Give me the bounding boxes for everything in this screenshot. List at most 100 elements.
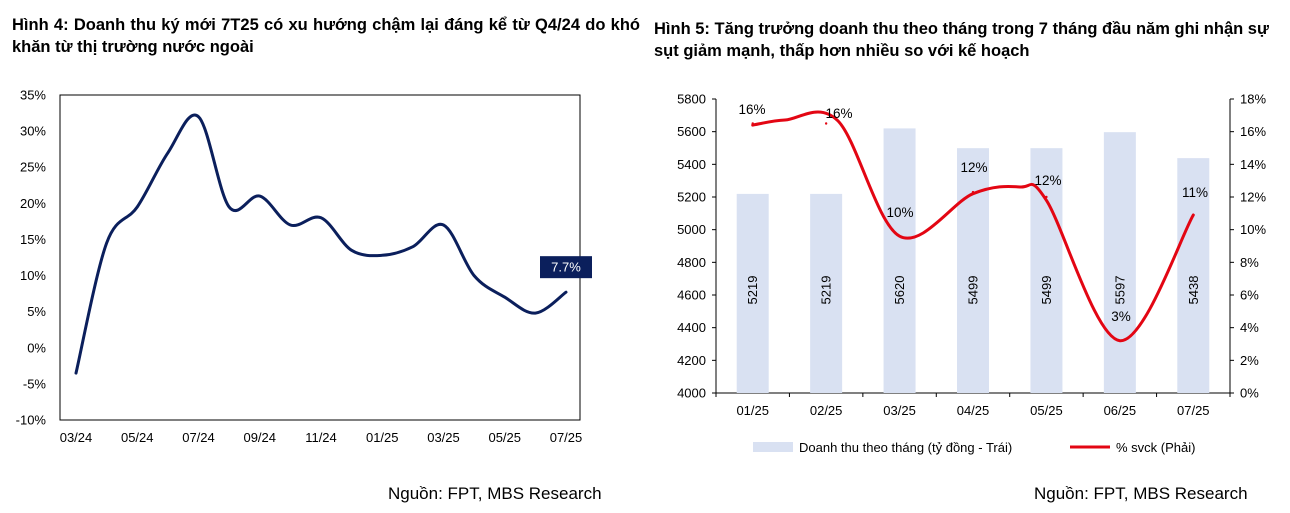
y-tick-label: 35% <box>20 88 46 103</box>
figure-5-source: Nguồn: FPT, MBS Research <box>1034 484 1248 503</box>
figure-4-title-text: Doanh thu ký mới 7T25 có xu hướng chậm l… <box>12 16 640 56</box>
end-value-box <box>540 256 592 279</box>
data-point-06-24 <box>166 151 170 154</box>
signings-growth-line-chart: -10% -5% 0% 5% 10% 15% 20% 25% 30% 35% 03/24 05/24 0… <box>16 88 592 445</box>
right-y-tick-label: 6% <box>1240 288 1259 303</box>
yoy-point-03-25 <box>898 235 901 238</box>
revenue-bar-06-25 <box>1103 132 1136 393</box>
y-tick-label: 30% <box>20 124 46 139</box>
y-tick-label: 20% <box>20 196 46 211</box>
x-tick-label: 01/25 <box>366 430 399 445</box>
revenue-bar-label-04-25: 5499 <box>966 276 981 305</box>
data-point-06-25 <box>534 311 537 315</box>
x-tick-label: 04/25 <box>957 403 990 418</box>
figure-5-title: Hình 5: Tăng trưởng doanh thu theo tháng… <box>654 18 1284 62</box>
revenue-bar-01-25 <box>736 193 769 393</box>
x-tick-label: 05/25 <box>1030 403 1063 418</box>
data-point-09-24 <box>258 194 261 198</box>
yoy-growth-line <box>751 110 1195 343</box>
left-y-tick-label: 5400 <box>677 157 706 172</box>
y-tick-label: 15% <box>20 232 46 247</box>
revenue-bar-label-06-25: 5597 <box>1112 276 1127 305</box>
yoy-point-02-25 <box>824 122 828 125</box>
yoy-point-01-25 <box>751 122 754 125</box>
data-point-02-25 <box>411 245 415 248</box>
left-y-tick-label: 4600 <box>677 288 706 303</box>
yoy-point-05-25 <box>1045 195 1048 199</box>
data-point-05-24 <box>136 205 139 209</box>
left-y-tick-label: 4800 <box>677 255 706 270</box>
revenue-bar-label-05-25: 5499 <box>1039 276 1054 305</box>
figure-5-label: Hình 5: <box>654 20 710 38</box>
x-tick-label: 05/24 <box>121 430 154 445</box>
right-y-tick-label: 4% <box>1240 320 1259 335</box>
y-tick-label: 10% <box>20 268 46 283</box>
revenue-bar-03-25 <box>883 128 916 393</box>
data-point-08-24 <box>227 205 231 209</box>
data-point-11-24 <box>319 216 323 219</box>
right-y-tick-label: 12% <box>1240 190 1266 205</box>
left-y-tick-label: 5200 <box>677 190 706 205</box>
yoy-label-02-25: 16% <box>825 106 852 121</box>
data-point-04-25 <box>472 274 476 277</box>
x-tick-label: 03/24 <box>60 430 93 445</box>
right-y-tick-label: 10% <box>1240 222 1266 237</box>
right-y-tick-label: 16% <box>1240 124 1266 139</box>
x-tick-label: 09/24 <box>243 430 276 445</box>
revenue-bar-07-25 <box>1177 158 1210 393</box>
data-point-12-24 <box>350 249 353 252</box>
yoy-label-01-25: 16% <box>738 102 765 117</box>
y-tick-label: 5% <box>27 304 46 319</box>
figure-4-label: Hình 4: <box>12 16 69 34</box>
y-tick-label: -10% <box>16 413 47 428</box>
x-tick-label: 03/25 <box>427 430 460 445</box>
yoy-label-03-25: 10% <box>886 205 913 220</box>
x-tick-label: 07/25 <box>550 430 583 445</box>
revenue-bar-label-03-25: 5620 <box>892 276 907 305</box>
left-y-tick-label: 5000 <box>677 222 706 237</box>
x-tick-label: 02/25 <box>810 403 843 418</box>
data-point-03-24 <box>74 371 78 375</box>
end-value-label: 7.7% <box>551 260 581 275</box>
yoy-label-06-25: 3% <box>1111 309 1131 324</box>
right-y-tick-label: 0% <box>1240 386 1259 401</box>
y-tick-label: 25% <box>20 160 46 175</box>
left-y-tick-label: 4400 <box>677 320 706 335</box>
right-y-tick-label: 18% <box>1240 92 1266 107</box>
y-tick-label: 0% <box>27 340 46 355</box>
x-tick-label: 11/24 <box>305 430 337 445</box>
revenue-bar-02-25 <box>810 193 843 393</box>
x-tick-label: 03/25 <box>883 403 916 418</box>
legend-label-revenue: Doanh thu theo tháng (tỷ đồng - Trái) <box>799 440 1012 455</box>
figure-5-title-text: Tăng trưởng doanh thu theo tháng trong 7… <box>654 20 1269 60</box>
revenue-bar-label-02-25: 5219 <box>819 276 834 305</box>
chart-legend: Doanh thu theo tháng (tỷ đồng - Trái) % s… <box>753 440 1195 455</box>
data-point-03-25 <box>442 223 445 227</box>
yoy-point-04-25 <box>971 190 975 194</box>
monthly-revenue-combo-chart: 4000 4200 4400 4600 4800 5000 5200 5400 5600 5800… <box>677 92 1266 456</box>
revenue-bar-05-25 <box>1030 148 1063 393</box>
left-y-tick-label: 4000 <box>677 386 706 401</box>
data-point-07-25 <box>564 290 568 294</box>
figure-4-source: Nguồn: FPT, MBS Research <box>388 484 602 503</box>
revenue-bar-label-07-25: 5438 <box>1186 276 1201 305</box>
revenue-bar-label-01-25: 5219 <box>745 276 760 305</box>
right-y-tick-label: 8% <box>1240 255 1259 270</box>
figure-4-title: Hình 4: Doanh thu ký mới 7T25 có xu hướn… <box>12 14 640 58</box>
x-tick-label: 07/25 <box>1177 403 1210 418</box>
yoy-label-04-25: 12% <box>960 160 987 175</box>
yoy-point-06-25 <box>1118 339 1122 342</box>
x-tick-label: 05/25 <box>488 430 521 445</box>
yoy-label-05-25: 12% <box>1034 173 1061 188</box>
data-point-07-24 <box>197 115 200 118</box>
y-tick-label: -5% <box>23 376 47 391</box>
left-y-tick-label: 5800 <box>677 92 706 107</box>
revenue-bar-04-25 <box>957 148 989 393</box>
right-y-tick-label: 14% <box>1240 157 1266 172</box>
data-point-01-25 <box>381 254 384 257</box>
legend-swatch-revenue <box>753 442 793 452</box>
x-tick-label: 07/24 <box>182 430 215 445</box>
end-value-callout: 7.7% <box>540 256 592 279</box>
yoy-point-07-25 <box>1192 213 1195 217</box>
x-tick-label: 06/25 <box>1104 403 1137 418</box>
